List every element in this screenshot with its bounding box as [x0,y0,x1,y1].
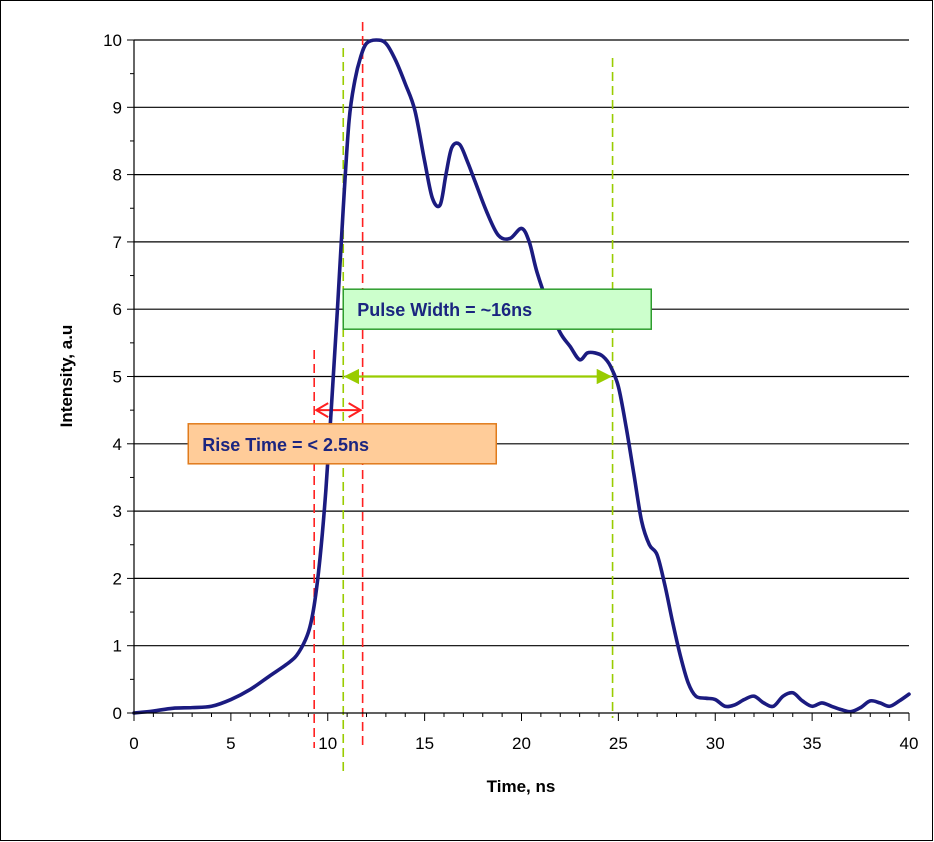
y-tick-label: 4 [113,435,122,454]
y-tick-label: 0 [113,704,122,723]
rise-arrow-head-right [348,402,363,419]
y-axis-title: Intensity, a.u [57,325,76,428]
axes [127,39,910,721]
measurement-markers [313,22,614,772]
y-tick-label: 3 [113,502,122,521]
gridlines [134,39,909,647]
y-tick-label: 9 [113,98,122,117]
y-tick-label: 10 [103,31,122,50]
x-tick-label: 10 [318,734,337,753]
x-tick-label: 25 [609,734,628,753]
annotation-box [187,423,497,465]
annotation-label: Pulse Width = ~16ns [357,300,532,320]
annotation-box [342,288,652,330]
x-tick-label: 40 [900,734,919,753]
x-tick-label: 15 [415,734,434,753]
y-tick-label: 5 [113,368,122,387]
x-tick-label: 20 [512,734,531,753]
x-tick-label: 30 [706,734,725,753]
x-tick-label: 35 [803,734,822,753]
x-tick-label: 5 [226,734,235,753]
annotations: Pulse Width = ~16ns Rise Time = < 2.5ns [187,288,652,465]
annotation-label: Rise Time = < 2.5ns [202,435,369,455]
y-tick-label: 1 [113,637,122,656]
y-tick-label: 2 [113,569,122,588]
y-tick-label: 8 [113,166,122,185]
x-tick-label: 0 [129,734,138,753]
y-tick-label: 7 [113,233,122,252]
rise-arrow-head-left [314,402,329,419]
x-axis-title: Time, ns [487,777,556,796]
tick-labels: 0 1 2 3 4 5 6 7 8 9 10 0 5 10 15 20 25 30 35 40 [103,31,918,753]
y-tick-label: 6 [113,300,122,319]
